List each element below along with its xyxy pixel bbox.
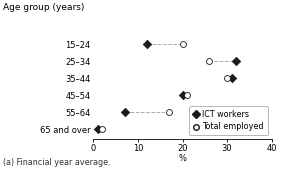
Point [185,94,189,97]
Point [100,128,105,131]
Point [234,60,238,63]
Point [180,43,185,46]
X-axis label: %: % [179,154,186,163]
Point [207,60,212,63]
Point [180,94,185,97]
Point [229,77,234,80]
Point [122,111,127,114]
Point [96,128,100,131]
Legend: ICT workers, Total employed: ICT workers, Total employed [189,106,268,135]
Point [167,111,171,114]
Text: (a) Financial year average.: (a) Financial year average. [3,158,110,167]
Text: Age group (years): Age group (years) [3,3,84,12]
Point [145,43,149,46]
Point [225,77,229,80]
